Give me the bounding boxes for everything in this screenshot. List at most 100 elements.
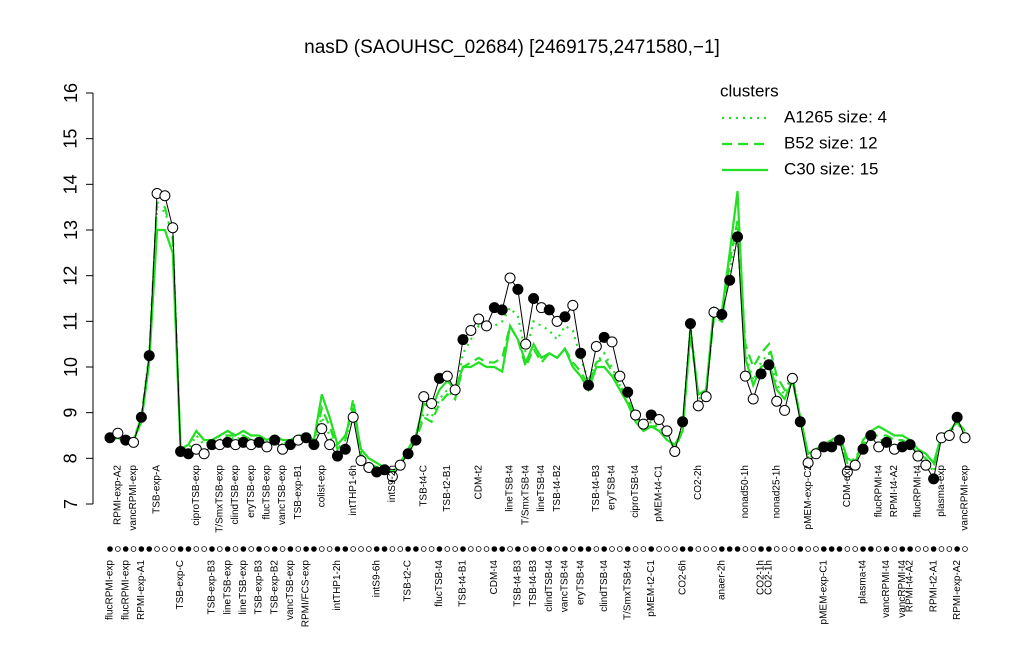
x-tick-label: CDM-exp [842,465,853,508]
sample-dot [852,546,858,552]
sample-dot [899,546,906,552]
x-tick-label: flucRPMI-t4 [913,465,924,518]
x-tick-label: T/SmxTSB-t4 [520,465,531,525]
data-point [575,347,587,359]
sample-dot [954,546,960,552]
x-tick-label: flucTSB-exp [262,465,273,520]
sample-dot [734,546,741,552]
sample-dot [303,546,309,552]
sample-dot [397,546,404,552]
sample-dot [805,546,811,552]
data-point [559,311,571,323]
sample-dot [107,546,113,552]
data-point [826,441,838,453]
sample-dot [413,546,419,552]
data-point [324,439,336,451]
sample-dot [271,546,278,552]
sample-dot [671,546,678,552]
x-tick-label: lineTSB-t4 [536,465,547,512]
sample-dot [334,546,341,552]
x-tick-label: RPMI/FCS-exp [301,560,312,628]
chart-title: nasD (SAOUHSC_02684) [2469175,2471580,−1… [304,37,720,58]
data-point [261,441,273,453]
x-tick-label: TSB-exp-B3 [207,560,218,615]
data-point [402,448,414,460]
data-point [269,434,281,446]
sample-dot [428,546,435,552]
sample-dot [115,546,121,552]
data-point [920,459,932,471]
sample-dot [193,546,200,552]
sample-dot [664,546,670,552]
sample-dot [758,546,764,552]
data-point [747,393,759,405]
x-tick-label: plasma-exp [936,465,947,517]
x-tick-label: RPMI-t4-A2 [889,465,900,518]
sample-dot [122,546,129,552]
data-point [653,414,665,426]
sample-dot [264,546,270,552]
sample-dot [577,546,584,552]
data-point [355,455,367,467]
legend-title: clusters [720,81,779,100]
x-tick-label: lineTSB-exp [222,560,233,615]
sample-dot [366,546,372,552]
sample-dot [350,546,356,552]
sample-dot [789,546,796,552]
x-tick-label: flucRPMI-exp [120,560,131,620]
sample-dot [373,546,380,552]
sample-dot [585,546,592,552]
sample-dot [844,546,851,552]
sample-dot [232,546,239,552]
data-point [457,334,469,346]
sample-dot [781,546,788,552]
sample-dot [726,546,733,552]
x-tick-label: vancTSB-t4 [560,560,571,613]
sample-dot [946,546,953,552]
sample-dot [656,546,662,552]
x-tick-label: TSB-t2-B1 [442,465,453,512]
data-point [512,283,524,295]
sample-dot [711,546,717,552]
sample-dot [499,546,506,552]
x-tick-label: intTHP1-6h [348,465,359,516]
sample-dot [279,546,286,552]
x-tick-label: CDM-t4 [489,560,500,595]
sample-dot [138,546,145,552]
sample-dot [719,546,725,552]
data-point [700,391,712,403]
sample-dot [358,546,364,552]
sample-dot [922,546,929,552]
x-tick-label: TSB-exp-B3 [254,560,265,615]
sample-dot [617,546,623,552]
sample-dot [507,546,513,552]
x-tick-label: nonad50-1h [740,465,751,518]
x-tick-label: TSB-exp-B2 [269,560,280,615]
legend-label: A1265 size: 4 [784,107,887,126]
data-point [410,434,422,446]
data-point [857,443,869,455]
data-point [732,231,744,243]
data-point [779,404,791,416]
data-point [143,350,155,362]
data-point [128,436,140,448]
x-tick-label: TSB-t4-B3 [528,560,539,607]
sample-dot [883,546,890,552]
x-tick-label: TSB-t4-B3 [513,560,524,607]
sample-dot [938,546,945,552]
sample-dot [295,546,302,552]
x-tick-label: flucRPMI-t4 [873,465,884,518]
sample-dot [342,546,349,552]
sample-dot [515,546,521,552]
x-tick-label: pMEM-exp-C2 [803,465,814,530]
data-point [159,190,171,202]
data-point [379,464,391,476]
sample-dot [217,546,223,552]
sample-dot [875,546,882,552]
sample-dot [601,546,607,552]
sample-dot [648,546,655,552]
sample-dot [530,546,537,552]
data-point [943,430,955,441]
data-point [112,427,124,439]
